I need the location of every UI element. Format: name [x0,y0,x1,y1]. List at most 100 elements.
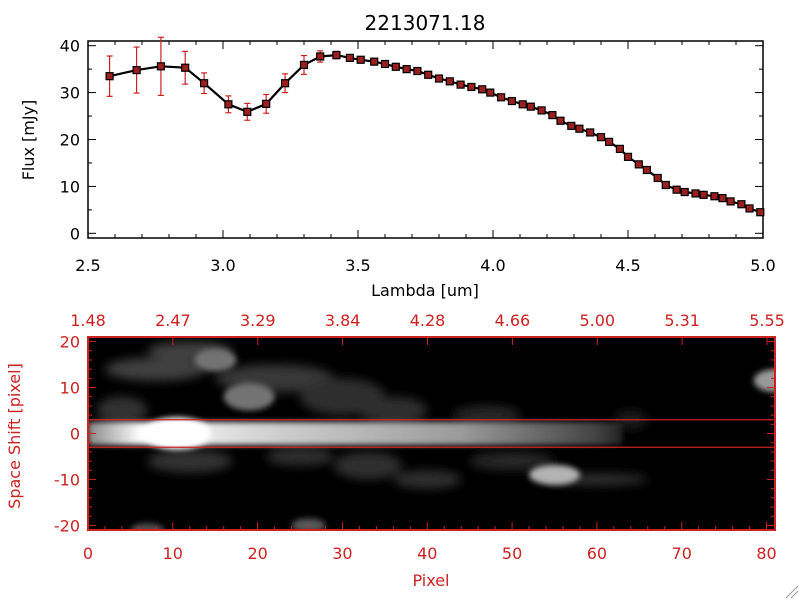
y-tick-label: 20 [60,333,80,352]
data-point [756,208,765,217]
data-point [402,65,411,74]
spectrum-x-axis-label: Lambda [um] [371,281,479,300]
x-tick-label: 50 [502,544,522,563]
x-tick-label: 2.5 [75,256,100,275]
top-tick-label: 2.47 [155,311,191,330]
x-tick-label: 3.5 [345,256,370,275]
image-x-axis-label: Pixel [412,571,449,590]
x-tick-label: 60 [587,544,607,563]
data-point [332,50,341,60]
top-tick-label: 3.84 [325,311,361,330]
spectrum-y-tick-labels: 0 10 20 30 40 [60,37,80,244]
y-tick-label: -20 [54,516,80,535]
source-blob [753,369,775,393]
x-tick-label: 3.0 [210,256,235,275]
data-point [200,79,209,88]
diffuse-emission [104,357,207,381]
data-point [642,165,652,175]
data-point [526,102,535,111]
diffuse-emission [96,396,148,425]
data-point [615,144,625,153]
source-blob [529,464,580,485]
data-point [299,60,309,70]
data-point [105,72,114,81]
data-point [380,59,390,69]
y-tick-label: -10 [54,470,80,489]
x-tick-label: 5.0 [750,256,775,275]
top-tick-label: 4.66 [495,311,531,330]
data-point [604,137,614,146]
data-point [537,106,546,115]
top-tick-label: 1.48 [70,311,106,330]
data-point [699,190,708,199]
x-tick-label: 4.0 [480,256,505,275]
data-point [726,197,735,206]
y-tick-label: 0 [70,224,80,243]
data-point [424,70,433,79]
data-point [434,74,444,83]
image-x-tick-labels: 0 10 20 30 40 50 60 70 80 [83,544,777,563]
data-point [737,200,746,209]
data-point [445,77,454,86]
diffuse-emission [452,405,521,425]
spectrum-ticks [87,41,764,238]
data-point [156,62,165,71]
x-tick-label: 20 [247,544,267,563]
data-point [456,80,465,89]
y-tick-label: 0 [70,425,80,444]
data-point [224,100,233,109]
spectral-image-chart: 1.48 2.47 3.29 3.84 4.28 4.66 5.00 5.31 5.55 0 10… [5,311,785,590]
x-tick-label: 80 [756,544,776,563]
data-point [680,187,689,197]
y-tick-label: 30 [60,84,80,103]
diffuse-emission [393,470,462,489]
y-tick-label: 40 [60,37,80,56]
data-point [486,88,495,97]
x-tick-label: 0 [83,544,93,563]
data-point [497,93,506,102]
spectrum-x-tick-labels: 2.5 3.0 3.5 4.0 4.5 5.0 [75,256,775,275]
data-point [556,116,565,125]
spectrum-data-points [105,50,765,217]
image-top-tick-labels: 1.48 2.47 3.29 3.84 4.28 4.66 5.00 5.31 5.55 [70,311,785,330]
image-ticks [87,337,775,530]
data-point [634,160,643,169]
x-tick-label: 4.5 [615,256,640,275]
data-point [281,79,290,88]
resize-grip-icon[interactable] [785,585,799,599]
spectrum-trace [88,417,623,450]
top-tick-label: 4.28 [410,311,446,330]
data-point [467,82,476,92]
extraction-window-lines [88,419,775,448]
chart-title: 2213071.18 [365,11,486,35]
top-tick-label: 5.31 [664,311,700,330]
image-y-axis-label: Space Shift [pixel] [5,363,24,509]
image-y-tick-labels: -20 -10 0 10 20 [54,333,80,536]
data-point [718,194,727,203]
data-point [548,111,557,120]
source-blob [194,348,237,372]
data-point [596,133,606,142]
data-point [518,100,527,109]
data-point [745,204,754,213]
data-point [672,185,681,194]
diffuse-emission [359,396,428,425]
diffuse-emission [147,449,233,473]
data-point [181,63,190,72]
source-blob [223,382,275,411]
data-point [575,124,584,133]
spectrum-chart: 2213071.18 2.5 3.0 3.5 4.0 4.5 5.0 010203040 … [19,11,776,300]
top-tick-label: 5.00 [579,311,615,330]
data-point [623,152,633,161]
x-tick-label: 40 [417,544,437,563]
diffuse-emission [469,451,555,471]
data-point [262,99,271,108]
data-point [710,192,719,201]
data-point [413,66,422,76]
data-point [478,85,487,94]
x-tick-label: 70 [672,544,692,563]
top-tick-label: 5.55 [749,311,785,330]
x-tick-label: 30 [332,544,352,563]
spectrum-y-axis-label: Flux [mJy] [19,100,38,181]
